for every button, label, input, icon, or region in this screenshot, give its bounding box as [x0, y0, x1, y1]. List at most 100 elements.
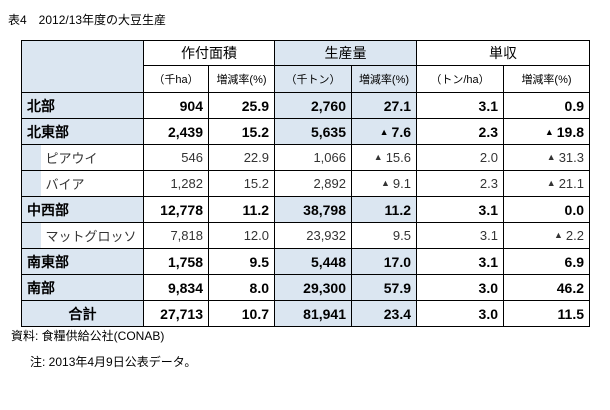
header-prod-rate: 増減率(%)	[351, 65, 417, 93]
yield-cell: 3.0	[416, 300, 504, 327]
header-production: 生産量	[274, 40, 417, 66]
area-rate-cell: 15.2	[208, 118, 275, 145]
area-rate-cell: 10.7	[208, 300, 275, 327]
prod-cell: 2,892	[274, 170, 352, 197]
triangle-icon: ▲	[381, 178, 390, 188]
area-cell: 12,778	[143, 196, 209, 223]
triangle-icon: ▲	[546, 152, 556, 162]
area-rate-cell: 15.2	[208, 170, 275, 197]
row-name: バイア	[40, 170, 144, 197]
yield-rate-value: 21.1	[558, 176, 584, 191]
source-note: 資料: 食糧供給公社(CONAB)	[11, 329, 165, 343]
row-name: 中西部	[21, 196, 144, 223]
prod-rate-cell: 9.5	[351, 222, 417, 249]
prod-cell: 5,448	[274, 248, 352, 275]
table-title: 表4 2012/13年度の大豆生産	[8, 13, 167, 27]
row-name: 北東部	[21, 118, 144, 145]
prod-rate-cell: 11.2	[351, 196, 417, 223]
row-indent	[21, 144, 41, 171]
prod-rate-cell: ▲ 9.1	[351, 170, 417, 197]
total-row: 合計 27,713 10.7 81,941 23.4 3.0 11.5	[21, 300, 590, 327]
yield-cell: 3.1	[416, 248, 504, 275]
triangle-icon: ▲	[544, 126, 554, 137]
area-cell: 546	[143, 144, 209, 171]
yield-rate-cell: 0.9	[503, 92, 590, 119]
header-area-rate: 増減率(%)	[208, 65, 275, 93]
prod-rate-cell: ▲ 15.6	[351, 144, 417, 171]
yield-cell: 3.0	[416, 274, 504, 301]
area-cell: 1,758	[143, 248, 209, 275]
yield-rate-cell: ▲ 21.1	[503, 170, 590, 197]
table-row: 北部 904 25.9 2,760 27.1 3.1 0.9	[21, 92, 590, 119]
header-area-unit: （千ha）	[143, 65, 209, 93]
prod-rate-cell: 57.9	[351, 274, 417, 301]
yield-rate-cell: 11.5	[503, 300, 590, 327]
triangle-icon: ▲	[373, 152, 383, 162]
triangle-icon: ▲	[546, 178, 556, 188]
yield-rate-cell: ▲ 19.8	[503, 118, 590, 145]
area-rate-cell: 8.0	[208, 274, 275, 301]
table-row: マットグロッソ 7,818 12.0 23,932 9.5 3.1 ▲ 2.2	[21, 222, 590, 249]
header-yield-rate: 増減率(%)	[503, 65, 590, 93]
prod-cell: 1,066	[274, 144, 352, 171]
triangle-icon: ▲	[554, 230, 563, 240]
yield-rate-cell: ▲ 31.3	[503, 144, 590, 171]
prod-rate-value: 9.1	[392, 176, 411, 191]
yield-cell: 3.1	[416, 222, 504, 249]
area-rate-cell: 11.2	[208, 196, 275, 223]
prod-rate-cell: ▲ 7.6	[351, 118, 417, 145]
header-area: 作付面積	[143, 40, 275, 66]
header-yield-unit: （トン/ha）	[416, 65, 504, 93]
row-name: マットグロッソ	[40, 222, 144, 249]
prod-cell: 5,635	[274, 118, 352, 145]
table-row: 南東部 1,758 9.5 5,448 17.0 3.1 6.9	[21, 248, 590, 275]
yield-rate-cell: ▲ 2.2	[503, 222, 590, 249]
yield-rate-cell: 46.2	[503, 274, 590, 301]
yield-cell: 3.1	[416, 92, 504, 119]
area-cell: 9,834	[143, 274, 209, 301]
area-cell: 904	[143, 92, 209, 119]
yield-cell: 2.3	[416, 118, 504, 145]
table-row: 北東部 2,439 15.2 5,635 ▲ 7.6 2.3 ▲ 19.8	[21, 118, 590, 145]
yield-cell: 3.1	[416, 196, 504, 223]
header-prod-unit: （千トン）	[274, 65, 352, 93]
prod-rate-cell: 17.0	[351, 248, 417, 275]
row-indent	[21, 170, 41, 197]
soybean-production-table: 作付面積 生産量 単収 （千ha） 増減率(%) （千トン） 増減率(%) （ト…	[21, 40, 590, 327]
prod-cell: 2,760	[274, 92, 352, 119]
area-cell: 1,282	[143, 170, 209, 197]
table-row: 中西部 12,778 11.2 38,798 11.2 3.1 0.0	[21, 196, 590, 223]
area-cell: 2,439	[143, 118, 209, 145]
prod-rate-cell: 27.1	[351, 92, 417, 119]
yield-cell: 2.3	[416, 170, 504, 197]
table-row: ピアウイ 546 22.9 1,066 ▲ 15.6 2.0 ▲ 31.3	[21, 144, 590, 171]
table-row: バイア 1,282 15.2 2,892 ▲ 9.1 2.3 ▲ 21.1	[21, 170, 590, 197]
yield-rate-value: 19.8	[556, 123, 584, 140]
area-rate-cell: 12.0	[208, 222, 275, 249]
prod-cell: 81,941	[274, 300, 352, 327]
header-corner	[21, 40, 144, 93]
row-name: 南東部	[21, 248, 144, 275]
prod-cell: 29,300	[274, 274, 352, 301]
footnote: 注: 2013年4月9日公表データ。	[30, 355, 197, 369]
row-name: ピアウイ	[40, 144, 144, 171]
prod-cell: 23,932	[274, 222, 352, 249]
yield-rate-value: 31.3	[558, 150, 584, 165]
row-indent	[21, 222, 41, 249]
prod-rate-value: 7.6	[391, 123, 411, 140]
area-rate-cell: 22.9	[208, 144, 275, 171]
area-rate-cell: 9.5	[208, 248, 275, 275]
yield-rate-cell: 0.0	[503, 196, 590, 223]
prod-rate-value: 15.6	[385, 150, 411, 165]
prod-rate-cell: 23.4	[351, 300, 417, 327]
yield-rate-value: 2.2	[565, 228, 584, 243]
yield-rate-cell: 6.9	[503, 248, 590, 275]
row-name: 南部	[21, 274, 144, 301]
area-rate-cell: 25.9	[208, 92, 275, 119]
triangle-icon: ▲	[379, 126, 389, 137]
row-name: 北部	[21, 92, 144, 119]
prod-cell: 38,798	[274, 196, 352, 223]
yield-cell: 2.0	[416, 144, 504, 171]
table-row: 南部 9,834 8.0 29,300 57.9 3.0 46.2	[21, 274, 590, 301]
area-cell: 27,713	[143, 300, 209, 327]
